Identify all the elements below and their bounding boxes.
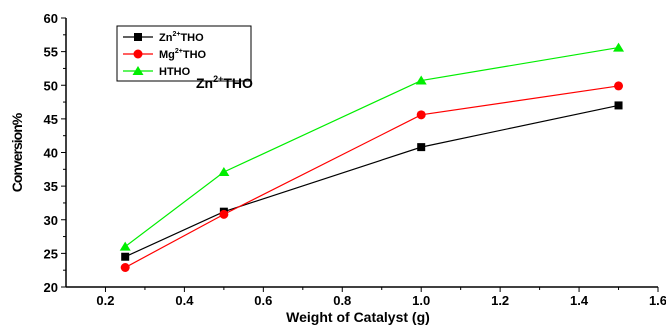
series-line: [124, 104, 619, 258]
y-axis-label: Conversion%: [9, 112, 25, 192]
annotation-base: Zn: [196, 75, 213, 91]
x-axis-label: Weight of Catalyst (g): [286, 309, 430, 325]
x-tick-label: 1.4: [570, 293, 589, 308]
legend-label: Mg2+THO: [159, 48, 207, 61]
chart-annotation: Zn2+THO: [196, 74, 253, 91]
y-tick-label: 50: [44, 78, 58, 93]
y-tick-label: 35: [44, 179, 58, 194]
data-point: [415, 75, 427, 85]
y-tick-label: 20: [44, 280, 58, 295]
x-tick-label: 1.2: [491, 293, 509, 308]
y-tick-label: 40: [44, 146, 58, 161]
legend-item: Zn2+THO: [123, 31, 204, 44]
series-zn2tho: [121, 101, 623, 261]
data-point: [614, 101, 623, 110]
series-group: [119, 42, 625, 272]
series-htho: [119, 42, 625, 251]
legend-item: HTHO: [123, 66, 191, 78]
legend-marker: [133, 49, 143, 59]
y-tick-label: 45: [44, 112, 58, 127]
legend-label-base: HTHO: [159, 66, 191, 78]
x-tick-label: 0.4: [175, 293, 194, 308]
x-tick-label: 0.6: [254, 293, 272, 308]
data-point: [219, 209, 229, 219]
data-point: [416, 110, 426, 120]
data-point: [614, 81, 624, 91]
legend-label-sup: 2+: [172, 31, 180, 38]
data-point: [218, 167, 230, 177]
legend-label: Zn2+THO: [159, 31, 204, 44]
data-point: [121, 252, 130, 261]
legend-label-base: Zn: [159, 32, 173, 44]
y-tick-label: 30: [44, 213, 58, 228]
annotation-tail: THO: [223, 75, 253, 91]
x-tick-label: 0.2: [96, 293, 114, 308]
legend-label-tail: THO: [180, 32, 204, 44]
axes: 0.2 0.4 0.6 0.8 1.0 1.2 1.4 1.6 20 25 30 35 40 45 50 55…: [44, 11, 666, 308]
y-tick-label: 55: [44, 45, 58, 60]
x-tick-label: 0.8: [333, 293, 351, 308]
data-point: [417, 143, 426, 152]
y-tick-label: 25: [44, 246, 58, 261]
series-line: [124, 46, 619, 248]
annotation-sup: 2+: [213, 74, 223, 84]
legend-label: HTHO: [159, 66, 191, 78]
legend-item: Mg2+THO: [123, 48, 207, 61]
y-tick-label: 60: [44, 11, 58, 26]
legend-label-sup: 2+: [175, 48, 183, 55]
legend-marker: [134, 33, 142, 41]
series-line: [124, 85, 619, 269]
legend-marker: [132, 66, 144, 75]
data-point: [120, 262, 130, 272]
legend-label-base: Mg: [159, 49, 175, 61]
x-tick-label: 1.6: [649, 293, 666, 308]
data-point: [119, 241, 131, 251]
x-tick-label: 1.0: [412, 293, 430, 308]
data-point: [613, 42, 625, 52]
legend-label-tail: THO: [183, 49, 207, 61]
series-mg2tho: [120, 81, 624, 272]
